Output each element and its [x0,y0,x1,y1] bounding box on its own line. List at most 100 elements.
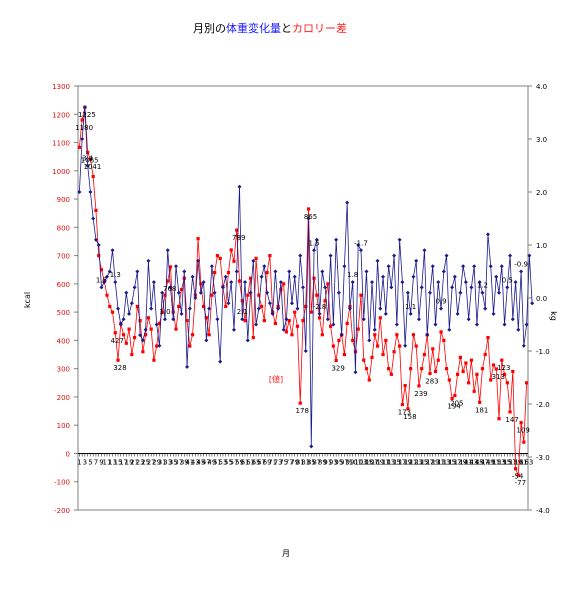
right-axis-label: kg [549,311,558,321]
weight-point [104,274,109,279]
weight-data-label: 1.2 [477,282,488,290]
weight-point [88,190,93,194]
calorie-point [378,316,382,320]
calorie-data-label: 427 [111,337,124,345]
weight-point [273,269,278,274]
weight-point [99,285,104,290]
weight-point [287,269,292,274]
calorie-point [262,319,266,323]
calorie-point [282,282,286,286]
x-tick-label: 155 [498,458,511,466]
left-tick-label: 600 [57,281,70,289]
weight-point [477,280,482,285]
calorie-point [398,344,402,348]
calorie-point [202,304,206,309]
x-tick-label: 71 [268,458,277,466]
weight-point [499,264,504,269]
calorie-point [511,369,515,374]
calorie-point [235,228,239,232]
calorie-data-label: 109 [516,427,529,435]
calorie-point [450,397,454,401]
weight-point [229,280,234,285]
x-tick-label: 53 [218,458,227,466]
weight-point [469,285,474,290]
weight-point [118,322,123,327]
weight-point [480,290,485,295]
right-tick-label: 0.0 [536,295,547,303]
weight-point [209,264,214,269]
calorie-point [304,304,308,309]
x-tick-label: 95 [334,458,343,466]
weight-point [301,285,305,290]
left-tick-label: 500 [57,309,70,317]
weight-point [350,280,355,285]
weight-point [325,317,330,322]
calorie-point [497,417,501,421]
calorie-data-label: 865 [304,213,317,221]
weight-point [472,264,477,269]
calorie-point [248,276,253,280]
calorie-point [351,338,355,342]
x-tick-label: 41 [185,458,194,466]
x-tick-label: 157 [503,458,516,466]
weight-point [375,258,380,263]
weight-point [356,243,361,247]
calorie-data-label: -77 [515,479,526,487]
weight-point [405,290,410,295]
x-tick-label: 39 [180,458,189,466]
calorie-point [505,381,509,385]
x-tick-label: 49 [207,458,216,466]
weight-point [80,137,85,141]
left-tick-label: 1100 [52,140,70,148]
weight-data-label: 1.5 [96,276,107,284]
calorie-point [353,350,358,354]
weight-point [383,311,388,316]
right-tick-label: 4.0 [536,83,547,91]
calorie-point [293,310,297,314]
weight-point [513,280,518,285]
right-tick-label: 1.0 [536,242,547,250]
calorie-point [317,316,322,320]
weight-point [474,322,479,327]
calorie-point [99,268,104,272]
plot-area [77,85,529,511]
x-tick-label: 149 [481,458,494,466]
x-tick-label: 7 [94,458,98,466]
weight-point [218,359,223,364]
x-tick-label: 69 [263,458,272,466]
weight-point [245,338,250,343]
weight-point [107,269,112,274]
right-tick-label: 3.0 [536,136,547,144]
weight-point [171,317,176,322]
weight-point [414,258,419,263]
weight-point [364,269,369,274]
left-tick-label: 800 [57,224,70,232]
calorie-point [373,333,377,337]
weight-point [82,105,87,110]
x-axis-ticks: 1 3 5 7 911131517192123252729313335373941434… [77,453,533,466]
x-tick-label: 73 [274,458,283,466]
calorie-point [149,327,153,331]
calorie-point [295,324,300,328]
calorie-point [516,473,520,477]
calorie-point [301,319,305,323]
x-tick-label: 83 [301,458,310,466]
calorie-point [395,333,399,337]
right-tick-label: -1.0 [536,348,550,356]
calorie-point [400,402,404,407]
calorie-data-label: 123 [497,364,510,372]
calorie-point [97,254,101,258]
weight-point [212,290,217,295]
x-tick-label: 129 [426,458,439,466]
weight-point [135,269,140,274]
x-tick-label: 145 [470,458,483,466]
calorie-point [472,389,476,393]
x-tick-label: 101 [349,458,362,466]
calorie-point [77,145,81,149]
x-tick-label: 61 [241,458,250,466]
calorie-point [116,358,120,362]
weight-point [174,264,179,269]
weight-point [187,306,192,311]
calorie-point [309,310,313,314]
x-tick-label: 79 [290,458,299,466]
